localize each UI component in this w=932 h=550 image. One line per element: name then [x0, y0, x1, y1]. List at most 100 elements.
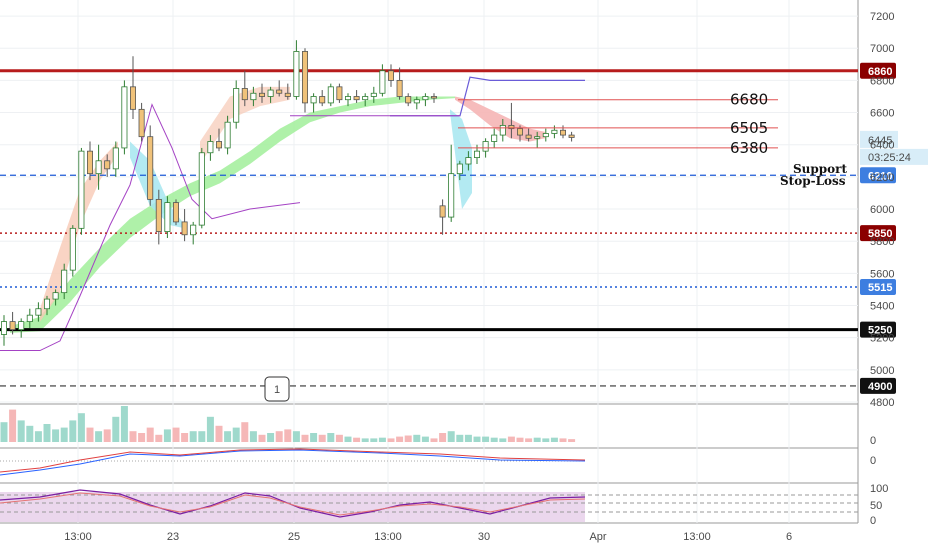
candle-body [44, 298, 51, 310]
moving-average-clouds [10, 86, 545, 333]
volume-bar [86, 427, 94, 442]
hma-line [0, 103, 301, 352]
volume-bar [275, 431, 283, 442]
candle-body [542, 133, 549, 138]
volume-bar [138, 433, 146, 442]
volume-bar [413, 434, 421, 442]
candle-body [439, 205, 446, 218]
candle-body [147, 136, 154, 200]
volume-bar [378, 437, 386, 442]
candle-body [465, 157, 472, 165]
volume-bar [335, 434, 343, 442]
candle-body [319, 96, 326, 104]
volume-bar [120, 406, 128, 442]
volume-bar [301, 434, 309, 442]
volume-bar [473, 436, 481, 442]
price-level-badge [860, 225, 896, 242]
candle-body [233, 88, 240, 123]
volume-bar [499, 438, 507, 442]
time-tick-label: 23 [167, 531, 179, 543]
volume-bar [387, 438, 395, 442]
price-level-badge-label: 4900 [868, 381, 892, 393]
candle-body [327, 86, 334, 104]
target-label: 6380 [730, 139, 768, 157]
volume-bar [284, 429, 292, 442]
price-tick-label: 5600 [870, 268, 894, 280]
candle-body [95, 160, 102, 175]
countdown-label: 03:25:24 [868, 152, 911, 164]
candle-body [112, 147, 119, 170]
candle-body [69, 227, 76, 271]
candle-body [362, 96, 369, 101]
candle-body [499, 125, 506, 136]
volume-bar [215, 425, 223, 442]
volume-bar [34, 431, 42, 442]
volume-bar [370, 438, 378, 442]
candle-body [276, 89, 283, 94]
candle-body [430, 96, 437, 99]
support-label: Support [793, 162, 847, 176]
candle-body [35, 308, 42, 316]
volume-bar [258, 434, 266, 442]
candle-body [87, 150, 94, 175]
price-level-badge [860, 377, 896, 394]
rsi-axis-label: 50 [870, 500, 882, 512]
rsi-axis-label: 0 [870, 515, 876, 527]
signal-line [0, 448, 586, 473]
candle-body [61, 269, 68, 294]
volume-bar [163, 429, 171, 442]
volume-bar [198, 431, 206, 442]
volume-bar [189, 431, 197, 442]
candle-body [181, 221, 188, 236]
volume-bar [507, 436, 515, 442]
price-tick-label: 7000 [870, 43, 894, 55]
volume-bar [327, 433, 335, 442]
time-tick-label: 13:00 [374, 531, 402, 543]
time-tick-label: 30 [478, 531, 490, 543]
volume-bar [516, 437, 524, 442]
time-tick-label: 6 [786, 531, 792, 543]
candlesticks [0, 40, 575, 346]
volume-bar [525, 438, 533, 442]
volume-bar [430, 438, 438, 442]
volume-bar [267, 433, 275, 442]
candle-body [310, 96, 317, 104]
volume-bar [52, 429, 60, 442]
time-tick-label: 25 [288, 531, 300, 543]
candle-body [250, 92, 257, 101]
volume-bar [542, 438, 550, 442]
volume-bar [17, 420, 25, 442]
price-tick-label: 5200 [870, 333, 894, 345]
candle-body [224, 121, 231, 149]
candle-body [207, 141, 214, 154]
price-level-badge [860, 279, 896, 296]
candle-body [456, 163, 463, 175]
event-marker [264, 376, 290, 402]
candle-body [370, 92, 377, 97]
rsi-fill [0, 492, 585, 522]
current-price-label: 6445 [868, 135, 892, 147]
candle-body [0, 321, 7, 335]
macd-axis-label: 0 [870, 455, 876, 467]
price-level-badge [860, 167, 896, 184]
price-level-badge-label: 6210 [868, 170, 892, 182]
volume-bar [95, 431, 103, 442]
candle-body [560, 129, 567, 136]
candle-body [164, 202, 171, 232]
candle-body [344, 96, 351, 101]
volume-bar [146, 427, 154, 442]
volume-bar [155, 434, 163, 442]
target-label: 6680 [730, 91, 768, 109]
price-level-badge [860, 321, 896, 338]
price-tick-label: 5800 [870, 236, 894, 248]
candle-body [284, 92, 291, 97]
cyan-ema-cloud [450, 109, 472, 210]
axes: 13:00 23 25 13:00 30 Apr 13:00 6480050005200540… [64, 11, 894, 543]
volume-bar [112, 416, 120, 442]
volume-bar [0, 422, 8, 442]
price-level-badge [860, 62, 896, 79]
candle-body [215, 141, 222, 149]
price-level-badge-label: 5250 [868, 325, 892, 337]
